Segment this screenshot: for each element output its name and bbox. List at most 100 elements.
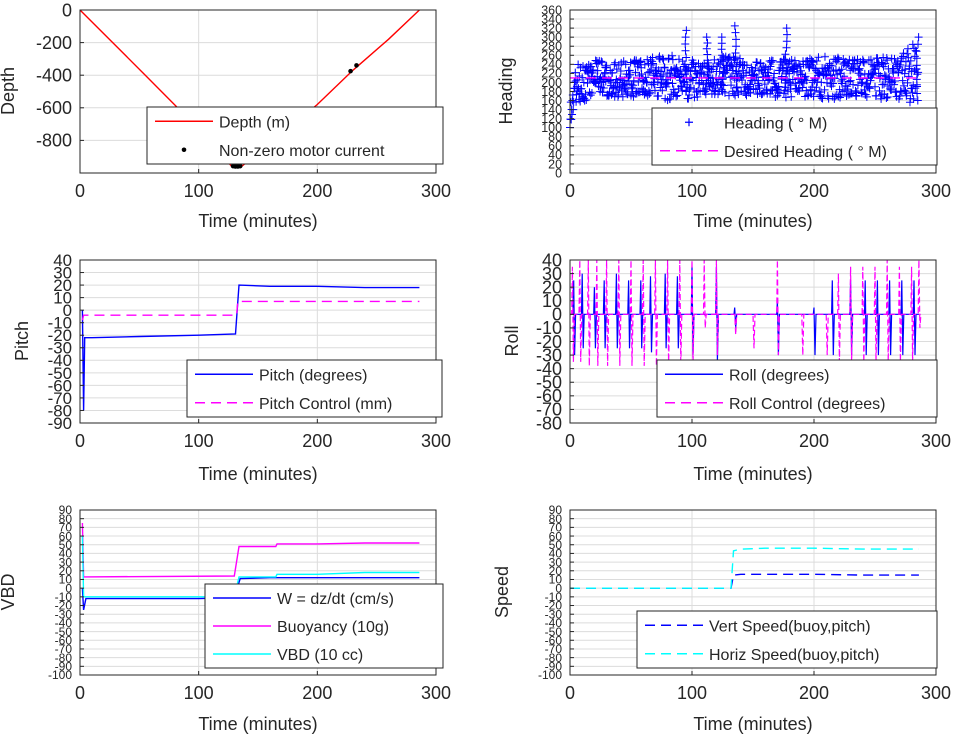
speed-xtick-label-2: 200 (799, 683, 829, 703)
depth-xtick-label-2: 200 (302, 181, 332, 201)
roll-ytick-label-11: 30 (542, 264, 562, 284)
depth-xtick-label-1: 100 (184, 181, 214, 201)
speed-ytick-label-14: 40 (549, 547, 563, 561)
heading-legend-sample-0 (685, 118, 693, 127)
heading-ytick-label-7: 140 (541, 103, 562, 117)
depth-ylabel: Depth (0, 67, 18, 115)
vbd-xtick-label-1: 100 (184, 683, 214, 703)
speed-ytick-label-2: -80 (545, 651, 563, 665)
roll-ytick-label-1: -70 (536, 400, 562, 420)
vbd-ytick-label-9: -10 (55, 590, 73, 604)
pitch-ytick-label-9: 0 (63, 301, 72, 320)
depth-xlabel: Time (minutes) (198, 211, 317, 231)
vbd-ytick-label-10: 0 (65, 581, 72, 595)
speed-xtick-label-0: 0 (565, 683, 575, 703)
heading-ytick-label-1: 20 (548, 157, 562, 171)
speed-legend (636, 610, 938, 669)
roll-legend (656, 359, 938, 418)
speed-ytick-label-16: 60 (549, 529, 563, 543)
pitch-ytick-label-13: 40 (53, 251, 72, 270)
heading-legend-label-0: Heading ( ° M) (724, 115, 827, 132)
speed-ytick-label-19: 90 (549, 503, 563, 517)
depth-legend-label-1: Non-zero motor current (219, 143, 385, 160)
speed-legend-label-1: Horiz Speed(buoy,pitch) (709, 647, 879, 664)
roll-legend-label-0: Roll (degrees) (729, 367, 829, 384)
roll-ytick-label-10: 20 (542, 277, 562, 297)
vbd-ytick-label-11: 10 (59, 573, 73, 587)
speed-xtick-label-1: 100 (677, 683, 707, 703)
pitch-xtick-label-2: 200 (302, 431, 332, 451)
depth-ytick-label-1: -600 (36, 98, 72, 118)
vbd-ytick-label-16: 60 (59, 529, 73, 543)
heading-ytick-label-3: 60 (548, 139, 562, 153)
vbd-ytick-label-5: -50 (55, 625, 73, 639)
heading-ytick-label-13: 260 (541, 49, 562, 63)
subplot-vbd: 0 100 200 300-100-90-80-70-60-50-40-30-20-1… (0, 503, 451, 734)
vbd-ytick-label-7: -30 (55, 607, 73, 621)
speed-ytick-label-6: -40 (545, 616, 563, 630)
pitch-ylabel: Pitch (12, 321, 32, 361)
vbd-ytick-label-18: 80 (59, 512, 73, 526)
vbd-series-2-line (81, 536, 420, 598)
speed-ytick-label-8: -20 (545, 599, 563, 613)
depth-axes-box (79, 9, 437, 174)
pitch-series-1-line (81, 300, 420, 321)
vbd-xtick-label-2: 200 (302, 683, 332, 703)
roll-series-1-line (569, 259, 922, 366)
heading-xtick-label-1: 100 (677, 181, 707, 201)
roll-xtick-label-1: 100 (677, 431, 707, 451)
heading-ytick-label-6: 120 (541, 112, 562, 126)
pitch-axes-box (79, 259, 437, 424)
heading-ytick-label-10: 200 (541, 76, 562, 90)
vbd-ytick-label-3: -70 (55, 642, 73, 656)
pitch-legend (186, 359, 443, 418)
vbd-ytick-label-8: -20 (55, 599, 73, 613)
speed-ytick-label-1: -90 (545, 660, 563, 674)
depth-series-1-point-3 (237, 163, 243, 169)
speed-series-1-line (570, 547, 919, 589)
speed-ytick-label-13: 30 (549, 555, 563, 569)
heading-ylabel: Heading (496, 57, 516, 124)
subplot-speed: 0 100 200 300-100-90-80-70-60-50-40-30-20-1… (492, 503, 951, 734)
heading-ytick-label-12: 240 (541, 58, 562, 72)
pitch-xtick-label-3: 300 (421, 431, 451, 451)
heading-ytick-label-17: 340 (541, 12, 562, 26)
pitch-ytick-label-1: -80 (48, 401, 72, 420)
speed-ytick-label-0: -100 (538, 668, 562, 682)
speed-ytick-label-12: 20 (549, 564, 563, 578)
vbd-ytick-label-13: 30 (59, 555, 73, 569)
vbd-xtick-label-3: 300 (421, 683, 451, 703)
vbd-legend-label-2: VBD (10 cc) (277, 647, 363, 664)
heading-ytick-label-8: 160 (541, 94, 562, 108)
roll-xtick-label-2: 200 (799, 431, 829, 451)
roll-legend-label-1: Roll Control (degrees) (729, 396, 886, 413)
vbd-ytick-label-1: -90 (55, 660, 73, 674)
roll-ytick-label-5: -30 (536, 345, 562, 365)
heading-ytick-label-14: 280 (541, 40, 562, 54)
heading-legend (651, 107, 938, 166)
speed-ytick-label-10: 0 (555, 581, 562, 595)
heading-series-0-markers (566, 21, 923, 132)
roll-xlabel: Time (minutes) (693, 464, 812, 484)
speed-xtick-label-3: 300 (921, 683, 951, 703)
vbd-series-1-line (81, 522, 420, 578)
heading-ytick-label-0: 0 (555, 166, 562, 180)
subplot-heading: 0 100 200 300020406080100120140160180200220… (496, 3, 951, 231)
pitch-ytick-label-10: 10 (53, 289, 72, 308)
pitch-ytick-label-6: -30 (48, 339, 72, 358)
roll-ytick-label-0: -80 (536, 413, 562, 433)
depth-xtick-label-0: 0 (75, 181, 85, 201)
subplot-pitch: 0 100 200 300-90-80-70-60-50-40-30-20-10010… (12, 251, 451, 484)
roll-ytick-label-4: -40 (536, 359, 562, 379)
roll-xtick-label-0: 0 (565, 431, 575, 451)
depth-ytick-label-2: -400 (36, 66, 72, 86)
vbd-legend-label-1: Buoyancy (10g) (277, 619, 389, 636)
depth-ytick-label-4: 0 (62, 0, 72, 20)
pitch-ytick-label-5: -40 (48, 351, 72, 370)
speed-ylabel: Speed (492, 566, 512, 618)
speed-ytick-label-5: -50 (545, 625, 563, 639)
subplot-depth: 0 100 200 300 -800 -600 -400 -200 0 Time (minute… (0, 0, 451, 231)
speed-ytick-label-18: 80 (549, 512, 563, 526)
depth-legend-label-0: Depth (m) (219, 114, 290, 131)
roll-ytick-label-2: -60 (536, 386, 562, 406)
